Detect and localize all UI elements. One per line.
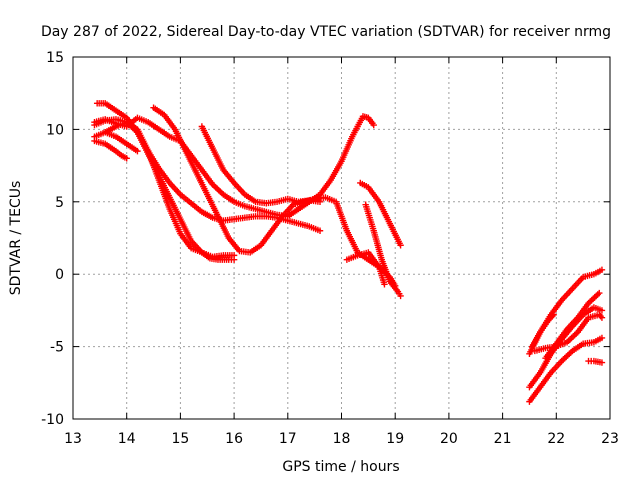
data-point [598,334,606,342]
series-track-10 [362,201,404,300]
data-point [597,312,604,320]
y-tick-label: -5 [50,340,64,356]
data-point [316,227,324,234]
y-axis-label: SDTVAR / TECUs [8,181,24,296]
data-point [123,155,130,162]
y-tick-label: -10 [41,412,64,428]
data-point [598,266,606,274]
x-tick-label: 22 [547,431,565,447]
series-track-16 [526,334,606,405]
x-tick-label: 23 [601,431,619,447]
data-point [397,242,404,249]
chart-title: Day 287 of 2022, Sidereal Day-to-day VTE… [41,24,611,40]
y-tick-label: 10 [46,122,64,138]
data-layer [91,100,606,405]
x-tick-label: 14 [118,431,136,447]
series-track-11 [343,249,388,288]
data-point [598,359,606,366]
x-tick-label: 13 [64,431,82,447]
series-track-8 [198,123,324,207]
data-point [598,307,606,314]
series-track-13 [528,311,557,350]
series-track-17 [585,357,606,366]
data-point [598,314,606,321]
data-point [596,289,603,297]
grid-layer [73,57,610,419]
series-track-12 [526,266,606,358]
series-track-3 [91,118,238,261]
series-track-9 [357,179,404,249]
x-tick-label: 18 [333,431,351,447]
data-point [370,121,377,129]
data-point [316,198,324,205]
data-point [397,292,404,300]
y-tick-label: 5 [55,195,64,211]
x-tick-label: 21 [494,431,512,447]
x-tick-label: 15 [171,431,189,447]
series-track-5 [91,137,130,162]
x-tick-label: 19 [386,431,404,447]
data-point [550,311,557,318]
x-axis-label: GPS time / hours [282,459,399,475]
series-track-6 [102,129,141,155]
x-tick-label: 16 [225,431,243,447]
y-tick-label: 15 [46,50,64,66]
x-tick-label: 17 [279,431,297,447]
x-tick-label: 20 [440,431,458,447]
data-point [381,281,388,288]
series-track-7 [150,104,399,289]
data-point [230,252,238,259]
tick-layer: 13 14 15 16 17 18 19 20 21 22 23 -10 -5 0 5 10 15 [41,50,619,447]
y-tick-label: 0 [55,267,64,283]
series-track-18 [542,289,603,362]
data-point [134,147,141,155]
